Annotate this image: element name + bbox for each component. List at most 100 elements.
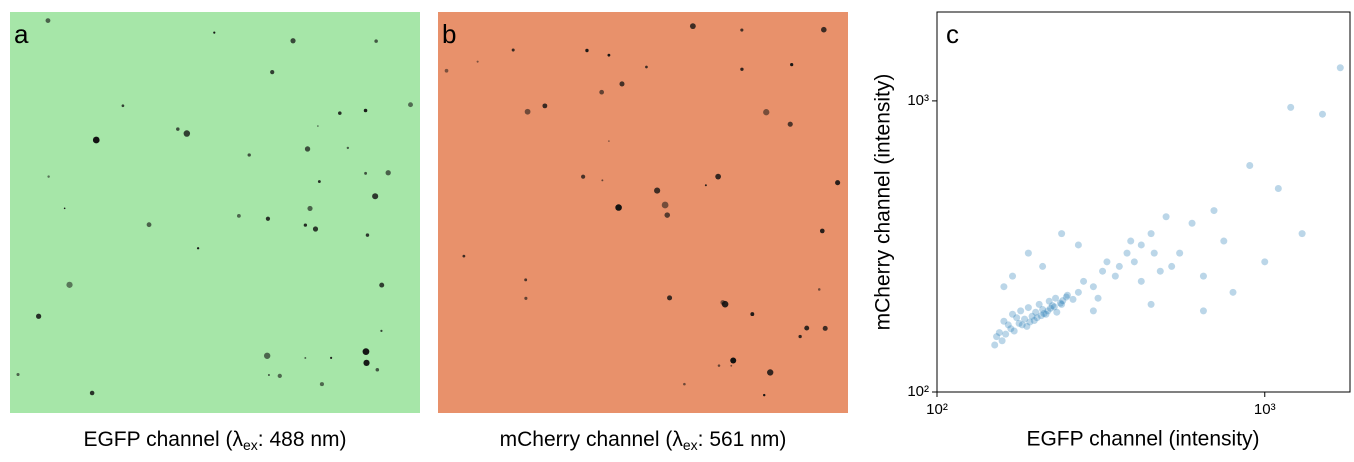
spot	[835, 180, 840, 185]
caption-text: : 561 nm)	[698, 428, 787, 451]
scatter-point	[1059, 297, 1066, 304]
scatter-point	[1127, 238, 1134, 245]
scatter-point	[1287, 104, 1294, 111]
scatter-point	[1000, 283, 1007, 290]
spot	[16, 373, 19, 376]
scatter-point	[1116, 263, 1123, 270]
spot	[645, 66, 648, 69]
spot	[264, 353, 270, 359]
spot	[790, 63, 793, 66]
scatter-point	[1138, 241, 1145, 248]
scatter-point	[1034, 314, 1041, 321]
spot	[90, 391, 95, 396]
spot	[379, 283, 384, 288]
scatter-point	[1053, 309, 1060, 316]
spot	[366, 233, 369, 236]
spot	[662, 202, 669, 209]
scatter-point	[1299, 230, 1306, 237]
spot	[386, 170, 391, 175]
scatter-point	[1246, 162, 1253, 169]
scatter-point	[1112, 273, 1119, 280]
spot	[307, 206, 312, 211]
caption: EGFP channel (λex: 488 nm)	[83, 428, 346, 453]
spot	[763, 109, 769, 115]
spot	[730, 358, 736, 364]
egfp-image	[10, 12, 420, 413]
spot	[270, 70, 274, 74]
scatter-point	[1319, 111, 1326, 118]
x-tick-label: 10³	[1254, 401, 1276, 418]
spot	[740, 28, 743, 31]
scatter-point	[1163, 213, 1170, 220]
scatter-point	[1200, 307, 1207, 314]
scatter-point	[1148, 230, 1155, 237]
scatter-point	[1075, 241, 1082, 248]
spot	[176, 127, 179, 130]
spot	[619, 81, 624, 86]
spot	[364, 172, 367, 175]
scatter-point	[1040, 310, 1047, 317]
scatter-point	[1026, 318, 1033, 325]
mcherry-image	[438, 12, 848, 413]
spot	[64, 208, 66, 210]
spot	[763, 394, 765, 396]
spot	[767, 369, 773, 375]
spot	[664, 212, 670, 218]
spot	[730, 365, 732, 367]
caption-text: mCherry channel (λ	[500, 428, 684, 451]
scatter-point	[1151, 250, 1158, 257]
spot	[318, 180, 321, 183]
spot	[304, 357, 306, 359]
spot	[615, 204, 622, 211]
spot	[363, 360, 369, 366]
scatter-point	[1275, 185, 1282, 192]
spot	[654, 187, 660, 193]
spot	[266, 217, 270, 221]
scatter-point	[1025, 304, 1032, 311]
scatter-point	[1075, 289, 1082, 296]
caption-sub: ex	[243, 437, 258, 453]
spot	[184, 130, 190, 136]
spot	[585, 49, 588, 52]
scatter-point	[1131, 258, 1138, 265]
spot	[290, 38, 295, 43]
spot	[821, 27, 827, 33]
scatter-point	[1002, 331, 1009, 338]
spot	[278, 374, 282, 378]
scatter-point	[1011, 328, 1018, 335]
scatter-point	[1138, 278, 1145, 285]
scatter-point	[1220, 238, 1227, 245]
caption-text: : 488 nm)	[258, 428, 347, 451]
spot	[740, 68, 743, 71]
scatter-point	[1168, 263, 1175, 270]
spot	[720, 300, 725, 305]
spot	[364, 109, 368, 113]
scatter-point	[1019, 321, 1026, 328]
spot	[376, 368, 380, 372]
scatter-point	[1025, 250, 1032, 257]
spot	[608, 140, 610, 142]
spot	[601, 179, 603, 181]
spot	[788, 122, 793, 127]
spot	[66, 282, 72, 288]
spot	[338, 111, 342, 115]
spot	[607, 54, 610, 57]
scatter-point	[1017, 307, 1024, 314]
scatter-point	[1148, 301, 1155, 308]
spot	[374, 39, 378, 43]
spot	[304, 223, 307, 226]
spot	[542, 103, 547, 108]
y-tick-label: 10³	[907, 92, 929, 109]
scatter-point	[1009, 273, 1016, 280]
figure: a b EGFP channel (λex: 488 nm) mCherry c…	[0, 0, 1354, 457]
spot	[750, 312, 754, 316]
panel-label: b	[442, 19, 456, 49]
scatter-point	[991, 342, 998, 349]
scatter-point	[1090, 283, 1097, 290]
scatter-point	[1080, 278, 1087, 285]
spot	[248, 153, 251, 156]
scatter-point	[1200, 273, 1207, 280]
caption: mCherry channel (λex: 561 nm)	[500, 428, 787, 453]
scatter-point	[993, 333, 1000, 340]
caption-text: EGFP channel (λ	[83, 428, 243, 451]
